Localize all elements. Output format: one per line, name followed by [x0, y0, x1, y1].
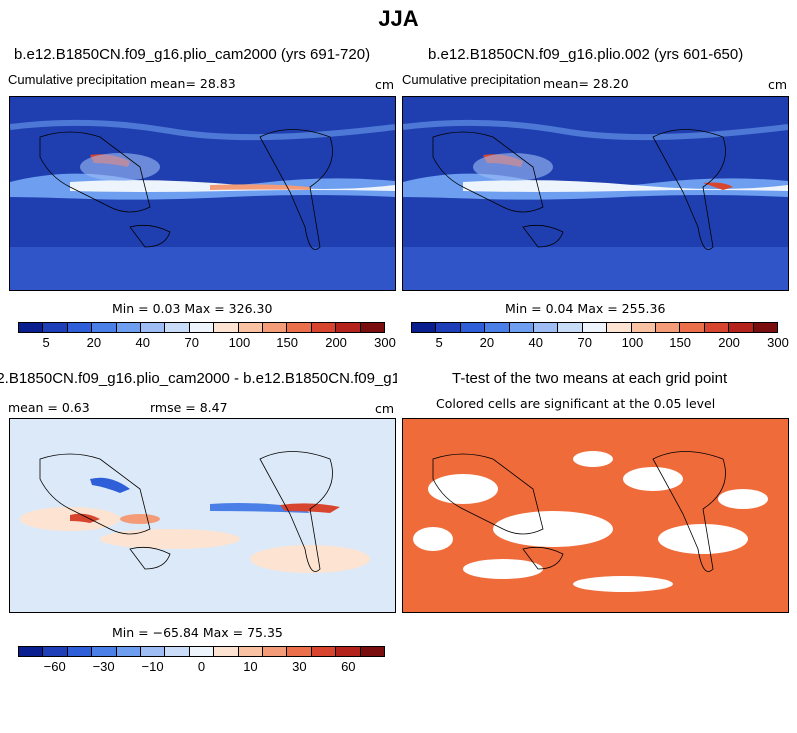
colorbar-tick-label: 200: [325, 335, 347, 350]
colorbar-swatch: [311, 647, 337, 656]
colorbar-swatch: [485, 323, 510, 332]
colorbar-tick-label: 20: [479, 335, 495, 350]
colorbar-tick-label: 5: [435, 335, 443, 350]
colorbar-swatch: [263, 647, 288, 656]
panel1-units: cm: [375, 77, 395, 92]
panel3-title-clip: b.e12.B1850CN.f09_g16.plio_cam2000 - b.e…: [0, 370, 397, 390]
panel3-colorbar: −60 −30 −10 0 10 30 60: [18, 646, 385, 675]
colorbar-tick-label: 300: [767, 335, 789, 350]
colorbar-swatch: [360, 647, 385, 656]
colorbar-swatch: [412, 323, 437, 332]
colorbar-tick-label: 30: [292, 659, 307, 674]
colorbar-tick-label: 40: [135, 335, 150, 350]
panel2-colorbar: 5 20 40 70 100 150 200 300: [411, 322, 789, 351]
colorbar-swatch: [43, 647, 68, 656]
colorbar-tick-label: 60: [341, 659, 356, 674]
panel2-title: b.e12.B1850CN.f09_g16.plio.002 (yrs 601-…: [428, 46, 744, 63]
colorbar-swatch: [141, 323, 166, 332]
colorbar-swatch: [238, 323, 264, 332]
colorbar-swatch: [607, 323, 632, 332]
colorbar-swatch: [19, 323, 44, 332]
colorbar-swatch: [92, 647, 117, 656]
figure-title: JJA: [378, 6, 419, 31]
colorbar-swatch: [214, 323, 239, 332]
colorbar-swatch: [631, 323, 657, 332]
panel3-stats: Min = −65.84 Max = 75.35: [112, 625, 283, 640]
panel2-map: [402, 96, 789, 291]
colorbar-tick-label: 5: [42, 335, 50, 350]
colorbar-swatch: [67, 647, 93, 656]
panel2-subtitle: Cumulative precipitation: [402, 72, 541, 87]
colorbar-swatch: [116, 647, 142, 656]
colorbar-tick-label: 0: [197, 659, 206, 674]
colorbar-swatch: [214, 647, 239, 656]
panel2-stats: Min = 0.04 Max = 255.36: [505, 301, 666, 316]
colorbar-swatch: [729, 323, 754, 332]
panel1-subtitle: Cumulative precipitation: [8, 72, 147, 87]
colorbar-swatch: [534, 323, 559, 332]
colorbar-swatch: [704, 323, 730, 332]
panel3-mean: mean = 0.63: [8, 400, 90, 415]
colorbar-tick-label: 100: [621, 335, 644, 350]
colorbar-swatch: [287, 647, 312, 656]
colorbar-swatch: [558, 323, 583, 332]
colorbar-tick-label: 150: [669, 335, 691, 350]
colorbar-swatch: [582, 323, 608, 332]
colorbar-tick-label: 70: [577, 335, 592, 350]
colorbar-swatch: [141, 647, 166, 656]
colorbar-tick-label: 100: [228, 335, 251, 350]
colorbar-swatch: [43, 323, 68, 332]
colorbar-tick-label: 150: [276, 335, 298, 350]
colorbar-tick-label: 300: [374, 335, 396, 350]
panel4-title: T-test of the two means at each grid poi…: [452, 370, 728, 387]
colorbar-swatch: [263, 323, 288, 332]
colorbar-tick-label: 20: [86, 335, 102, 350]
colorbar-swatch: [311, 323, 337, 332]
colorbar-swatch: [336, 647, 361, 656]
colorbar-swatch: [189, 647, 215, 656]
colorbar-tick-label: 10: [243, 659, 258, 674]
colorbar-swatch: [509, 323, 535, 332]
panel1-map: [9, 96, 396, 291]
colorbar-swatch: [336, 323, 361, 332]
colorbar-swatch: [165, 647, 190, 656]
panel1-colorbar: 5 20 40 70 100 150 200 300: [18, 322, 396, 351]
colorbar-swatch: [287, 323, 312, 332]
colorbar-swatch: [189, 323, 215, 332]
colorbar-tick-label: −30: [92, 659, 115, 674]
panel3-title: b.e12.B1850CN.f09_g16.plio_cam2000 - b.e…: [0, 370, 397, 387]
panel3-rmse: rmse = 8.47: [150, 400, 228, 415]
colorbar-tick-label: 40: [528, 335, 543, 350]
panel2-units: cm: [768, 77, 788, 92]
colorbar-swatch: [116, 323, 142, 332]
colorbar-swatch: [656, 323, 681, 332]
panel1-mean: mean= 28.83: [150, 76, 236, 91]
panel4-map: [402, 418, 789, 613]
colorbar-swatch: [238, 647, 264, 656]
colorbar-tick-label: 200: [718, 335, 740, 350]
colorbar-swatch: [19, 647, 44, 656]
colorbar-swatch: [436, 323, 461, 332]
panel3-map: [9, 418, 396, 613]
panel3-units: cm: [375, 401, 395, 416]
colorbar-swatch: [92, 323, 117, 332]
panel4-subtitle: Colored cells are significant at the 0.0…: [436, 396, 716, 411]
colorbar-swatch: [460, 323, 486, 332]
colorbar-tick-label: 70: [184, 335, 199, 350]
colorbar-swatch: [67, 323, 93, 332]
panel1-stats: Min = 0.03 Max = 326.30: [112, 301, 273, 316]
colorbar-swatch: [753, 323, 778, 332]
colorbar-swatch: [360, 323, 385, 332]
colorbar-tick-label: −60: [43, 659, 66, 674]
colorbar-swatch: [680, 323, 705, 332]
panel2-mean: mean= 28.20: [543, 76, 629, 91]
colorbar-swatch: [165, 323, 190, 332]
panel1-title: b.e12.B1850CN.f09_g16.plio_cam2000 (yrs …: [14, 46, 371, 63]
colorbar-tick-label: −10: [141, 659, 164, 674]
